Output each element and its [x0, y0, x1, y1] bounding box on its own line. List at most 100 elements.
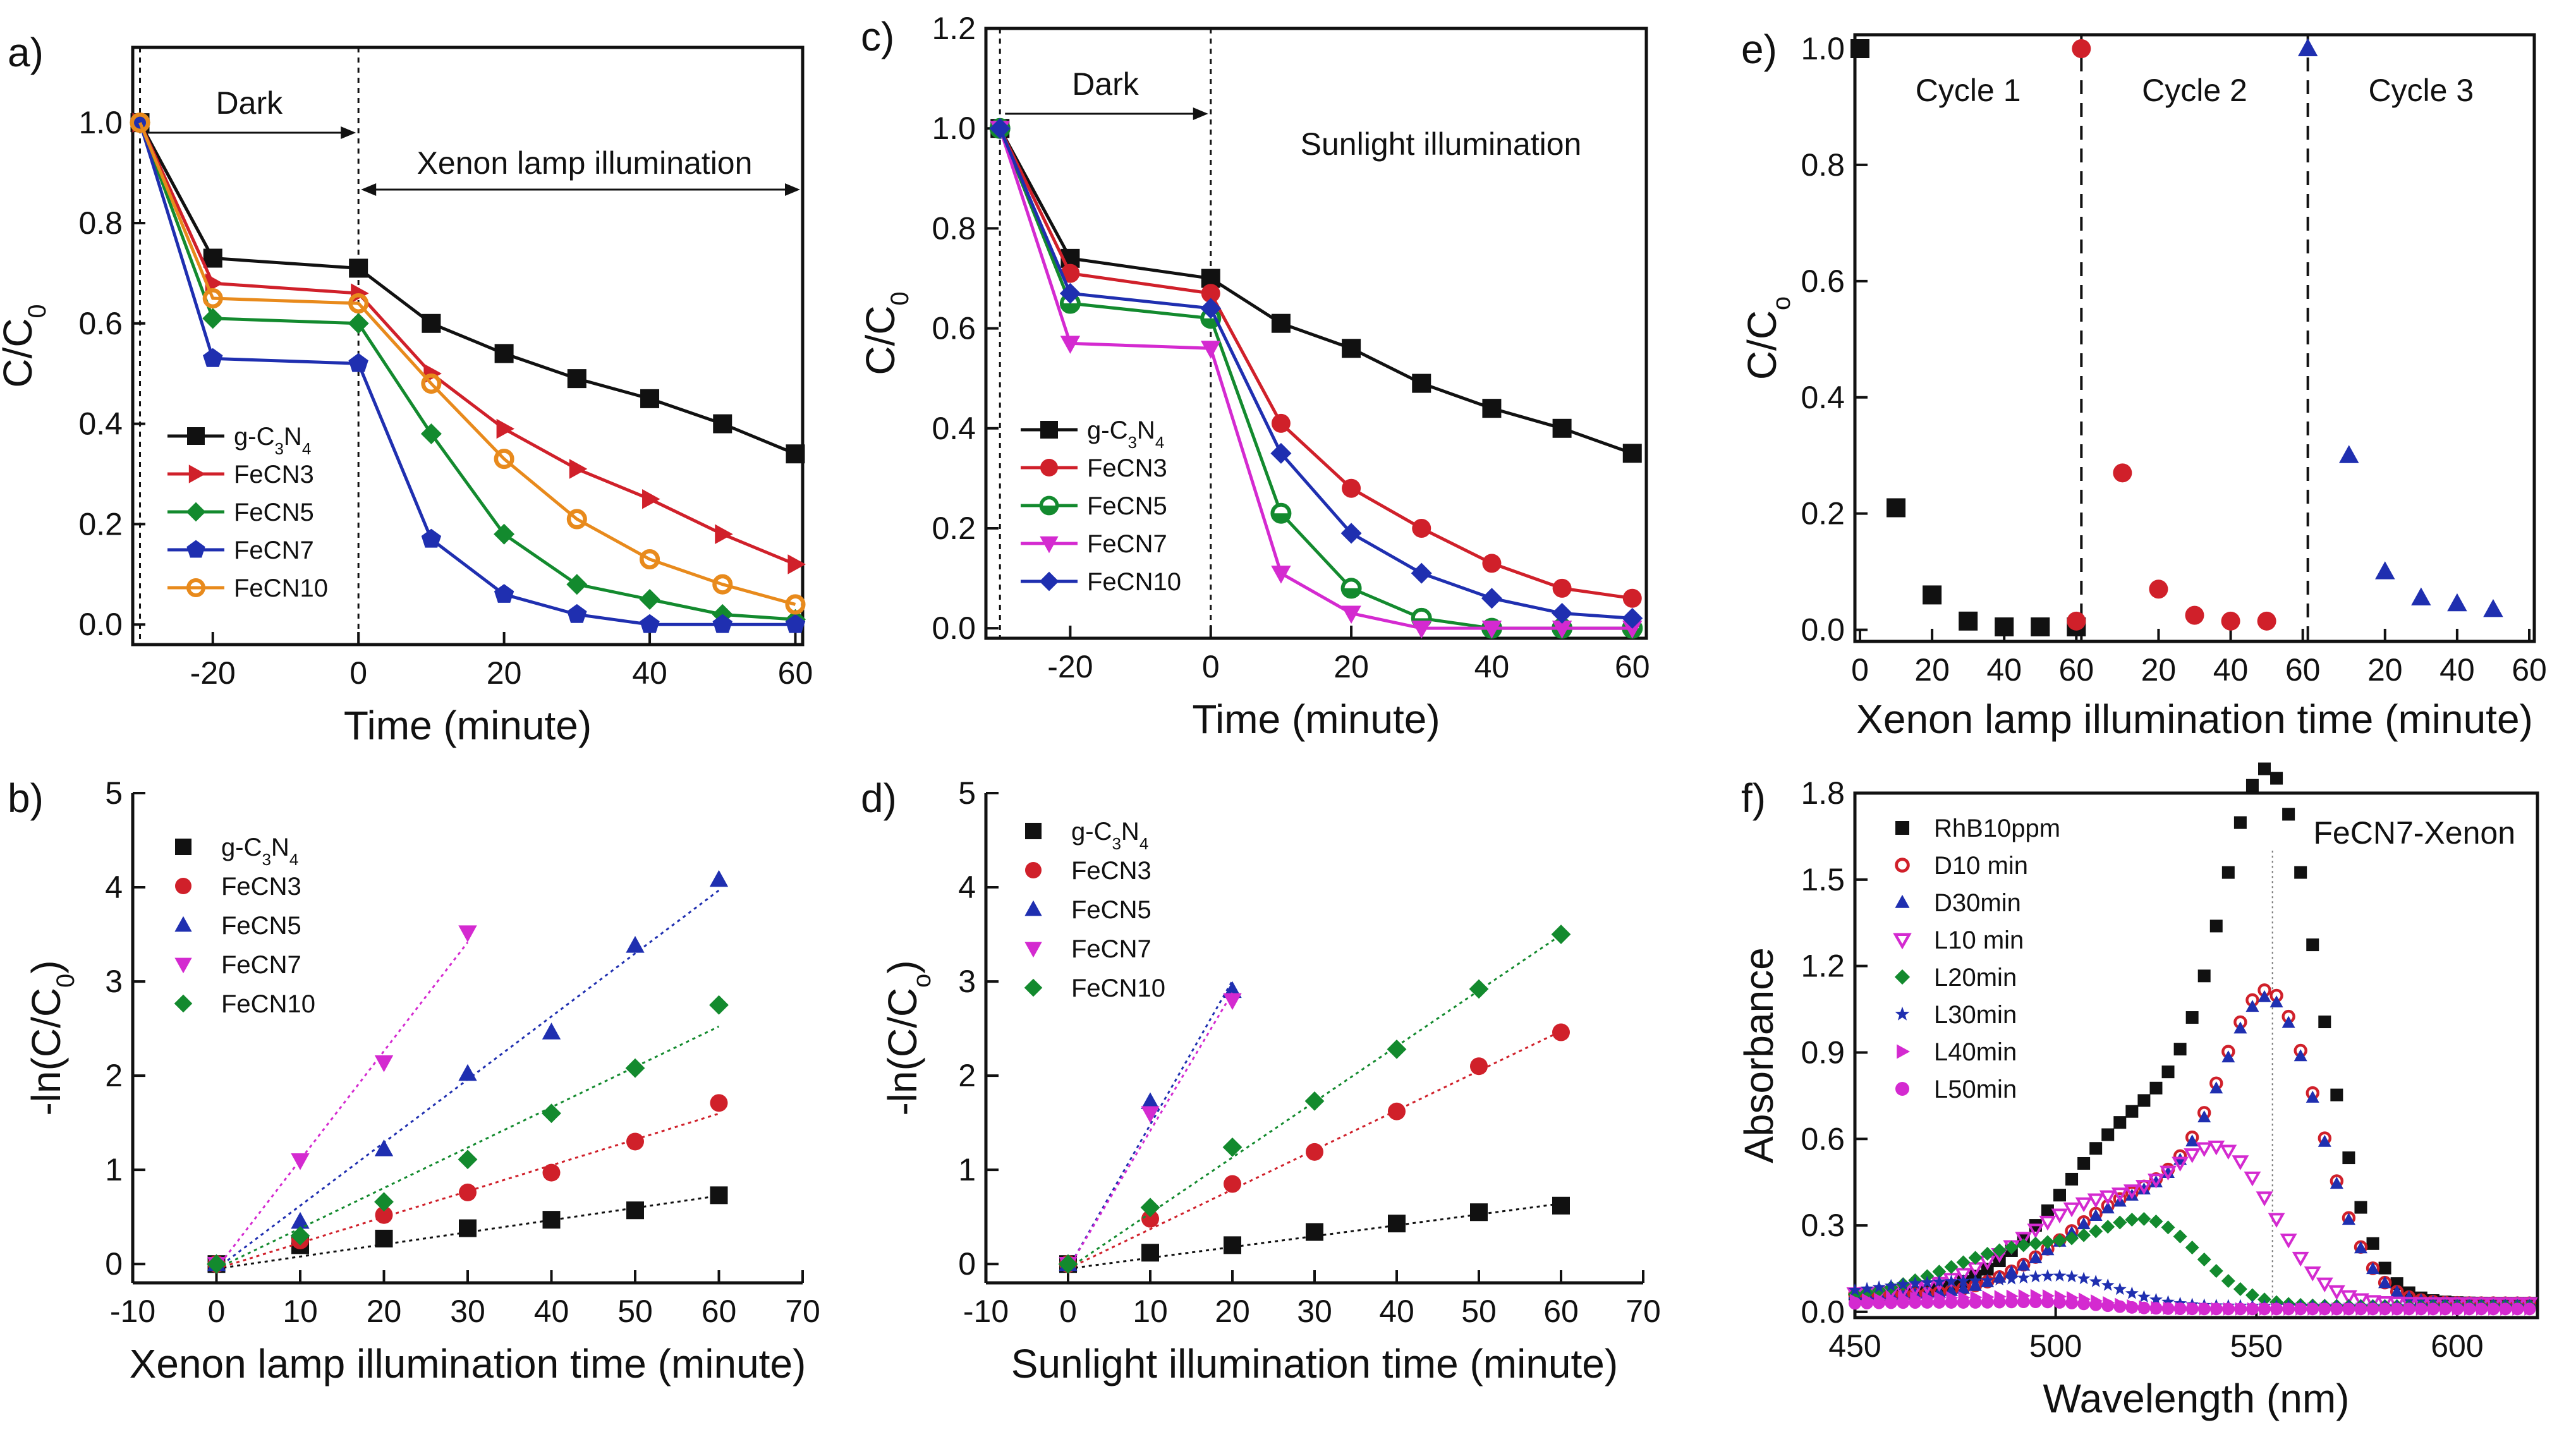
panel-f-point: [1908, 1276, 1922, 1289]
panel-d-point: [1469, 979, 1489, 999]
panel-a-point: [496, 418, 515, 439]
panel-f-point: [2232, 1155, 2249, 1170]
panel-f-point: [2113, 1282, 2127, 1295]
panel-c-point: [1201, 284, 1220, 303]
panel-f-ytick-label: 0.0: [1801, 1294, 1845, 1330]
panel-f-legend-marker: [1894, 969, 1911, 985]
panel-f-point: [2426, 1302, 2440, 1316]
panel-f-point: [2270, 772, 2283, 785]
panel-a-legend-item: FeCN3: [167, 461, 314, 488]
panel-f-point: [2173, 1302, 2187, 1315]
panel-a-xlabel: Time (minute): [344, 703, 592, 748]
panel-d-point: [1306, 1223, 1323, 1241]
panel-a-light-label: Xenon lamp illumination: [417, 145, 753, 181]
panel-b-point: [459, 1183, 477, 1201]
panel-a-legend-item: FeCN5: [167, 499, 314, 526]
panel-b-xlabel: Xenon lamp illumination time (minute): [130, 1341, 806, 1386]
panel-c-legend-marker: [1039, 495, 1059, 516]
panel-a-point: [642, 488, 660, 509]
panel-c-point: [1552, 418, 1572, 438]
panel-a-ytick-label: 0.4: [78, 406, 123, 442]
panel-a-point: [420, 423, 442, 444]
panel-f-point: [2028, 1236, 2043, 1251]
panel-f-point: [2294, 866, 2307, 879]
panel-f-point: [2137, 1290, 2151, 1303]
panel-d-point: [1141, 1092, 1160, 1110]
panel-e-cycle-1: [1850, 39, 2086, 637]
panel-f-point: [2149, 1175, 2163, 1187]
panel-f-point: [2137, 1301, 2151, 1314]
panel-c-line-FeCN3: [998, 128, 1633, 600]
panel-f-point: [2185, 1241, 2199, 1255]
panel-f-point: [2101, 1220, 2115, 1234]
panel-f-title: FeCN7-Xenon: [2313, 815, 2515, 851]
panel-b-legend-item: FeCN3: [175, 873, 301, 901]
panel-f-point: [1980, 1246, 1995, 1261]
panel-f-xtick-label: 500: [2029, 1328, 2082, 1364]
panel-f-legend-label: L30min: [1934, 1001, 2017, 1029]
panel-d-point: [1058, 1254, 1078, 1274]
panel-f-point: [2306, 938, 2319, 952]
panel-f-point: [2077, 1217, 2091, 1230]
panel-f-point: [2282, 1302, 2295, 1316]
panel-e-ytick-label: 0.2: [1801, 496, 1845, 531]
panel-d-legend-marker: [1024, 900, 1042, 916]
panel-f-point: [2161, 1295, 2175, 1308]
panel-a-point: [712, 574, 733, 595]
panel-f-point: [2113, 1116, 2127, 1129]
panel-a-point: [202, 288, 223, 309]
panel-f-point: [2173, 1043, 2187, 1056]
panel-e-ylabel: C/Co: [1739, 296, 1796, 380]
panel-f-point: [2245, 1288, 2259, 1302]
panel-f-point: [2318, 1016, 2331, 1029]
panel-d-point: [1140, 1198, 1160, 1218]
panel-b-point: [626, 1201, 644, 1220]
panel-e-xtick-label: 40: [2440, 652, 2475, 688]
panel-d-legend-item: FeCN3: [1025, 857, 1151, 885]
panel-d-point: [1304, 1091, 1325, 1111]
panel-c-series-FeCN3: [990, 119, 1642, 608]
panel-c-xtick-label: 40: [1474, 649, 1510, 684]
panel-f-point: [2149, 1081, 2163, 1095]
panel-f-point: [2282, 808, 2295, 821]
panel-c-line-g-C3N4: [999, 128, 1633, 455]
panel-f-legend-item: D10 min: [1895, 852, 2028, 880]
panel-f-point: [2280, 1234, 2297, 1249]
panel-e-xtick-label: 20: [1914, 652, 1950, 688]
panel-c-ytick-label: 1.2: [932, 11, 976, 46]
panel-a-point: [567, 604, 587, 623]
panel-a-light-arrowhead-left: [361, 183, 377, 196]
panel-e-cycle-label: Cycle 3: [2368, 73, 2474, 108]
panel-a-legend-label: FeCN5: [234, 499, 314, 526]
panel-f-point: [2233, 816, 2247, 829]
panel-f-point: [2258, 762, 2271, 775]
panel-b-point: [709, 870, 729, 887]
panel-a-ytick-label: 0.8: [78, 205, 123, 241]
panel-d-xtick-label: 0: [1059, 1294, 1077, 1329]
panel-c-xtick-label: 20: [1334, 649, 1369, 684]
panel-d-point: [1388, 1215, 1406, 1233]
panel-d-point: [1141, 1210, 1159, 1228]
panel-c-xlabel: Time (minute): [1192, 696, 1440, 742]
panel-a-point: [421, 528, 442, 548]
panel-f-point: [2330, 1177, 2343, 1189]
panel-f-point: [1981, 1273, 1995, 1287]
panel-f-legend-item: D30min: [1895, 889, 2021, 917]
panel-f-point: [2354, 1302, 2367, 1316]
panel-d-legend-item: FeCN5: [1024, 896, 1151, 924]
panel-f-point: [2292, 1251, 2309, 1267]
panel-d-xtick-label: 40: [1379, 1294, 1414, 1329]
panel-f-point: [1945, 1295, 1958, 1309]
panel-f-point: [2197, 1302, 2211, 1316]
panel-e-ytick-label: 0.6: [1801, 264, 1845, 299]
panel-f-point: [1957, 1274, 1970, 1287]
panel-d-legend-marker: [1024, 942, 1042, 958]
panel-f-xlabel: Wavelength (nm): [2043, 1376, 2350, 1421]
panel-f-legend-marker: [1895, 1082, 1909, 1096]
panel-b-point: [374, 1139, 394, 1156]
panel-b: -10 0 10 20 30 40 50 60 70 0 1 2 3 4 5 b) Xenon lamp ill…: [8, 775, 820, 1386]
panel-e-ytick-label: 0.0: [1801, 612, 1845, 648]
panel-f-point: [2185, 1302, 2199, 1316]
panel-b-legend-label: FeCN5: [221, 912, 301, 940]
panel-d-point: [1224, 1236, 1241, 1254]
